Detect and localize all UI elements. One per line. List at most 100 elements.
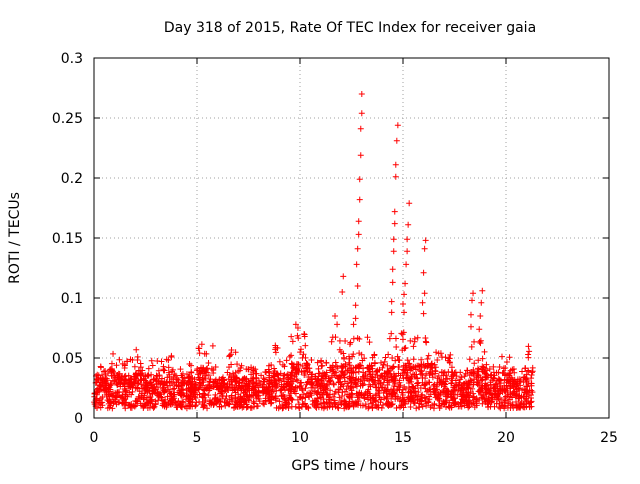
data-point [319,362,326,369]
data-point [299,354,306,361]
data-point [360,381,367,388]
data-point [382,354,389,361]
data-point [152,400,159,407]
data-point [423,380,430,387]
data-point [496,390,503,397]
data-point [329,404,336,411]
data-point [294,325,301,331]
data-point [513,386,520,393]
data-point [404,236,411,243]
data-point [381,386,388,393]
data-point [337,372,344,379]
data-point [179,370,186,377]
data-point [523,393,530,400]
data-point [502,403,509,410]
data-point [414,362,421,369]
x-axis-label: GPS time / hours [291,458,408,474]
data-point [234,375,241,382]
data-point [324,391,331,398]
data-point [410,384,417,391]
data-point [320,386,327,393]
data-point [442,403,449,410]
data-point [331,397,338,404]
data-point [358,351,365,358]
data-point [246,391,253,398]
data-point [526,348,533,355]
data-point [448,369,455,376]
data-point [187,387,194,394]
data-point [373,391,380,398]
data-point [332,359,339,366]
data-point [288,396,295,403]
data-point [393,404,400,411]
data-point [116,356,123,363]
data-point [196,345,203,352]
data-point [224,369,231,376]
data-point [435,350,442,357]
data-point [385,379,392,386]
data-point [426,379,433,386]
data-point [347,339,354,346]
data-point [396,363,403,370]
data-point [339,289,346,295]
data-point [483,367,490,374]
data-point [389,364,396,371]
data-point [470,290,477,297]
data-point [474,365,481,372]
data-point [261,401,268,408]
data-point [364,388,371,395]
data-point [319,376,326,383]
y-tick-label: 0.05 [52,351,83,367]
data-point [380,379,387,386]
data-point [510,384,517,391]
data-point [421,290,428,297]
y-tick-label: 0.3 [61,51,83,67]
data-point [107,381,114,388]
data-point [195,374,202,381]
data-point [359,380,366,387]
data-point [341,374,348,381]
data-point [435,397,442,404]
data-point [195,385,202,392]
data-point [411,399,418,406]
data-point [153,377,160,384]
data-point [507,378,514,385]
data-point [392,173,399,180]
data-point [314,359,321,366]
data-point [414,334,421,341]
data-point [517,382,524,389]
data-point [289,338,296,345]
grid-lines [94,58,609,418]
data-point [423,388,430,395]
data-point [279,361,286,368]
data-point [423,370,430,377]
data-point [398,389,405,396]
data-point [297,394,304,401]
data-point [292,403,299,410]
data-point [433,349,440,356]
data-point [354,283,361,289]
data-point [355,231,362,238]
data-point [372,397,379,404]
data-point [448,380,455,387]
data-point [484,382,491,389]
data-point [499,370,506,377]
data-point [323,399,330,406]
data-point [192,394,199,401]
data-point [399,336,406,343]
data-point [356,196,363,203]
data-point [483,371,490,378]
data-point [202,375,209,382]
data-point [443,372,450,379]
data-point [400,301,406,307]
data-point [252,384,259,391]
data-point [305,405,312,412]
data-point [392,335,399,342]
data-point [446,399,453,406]
data-point [129,356,136,363]
data-point [346,373,353,380]
data-point [511,391,518,398]
data-point [302,342,309,349]
data-point [369,376,376,383]
data-point [201,391,208,398]
